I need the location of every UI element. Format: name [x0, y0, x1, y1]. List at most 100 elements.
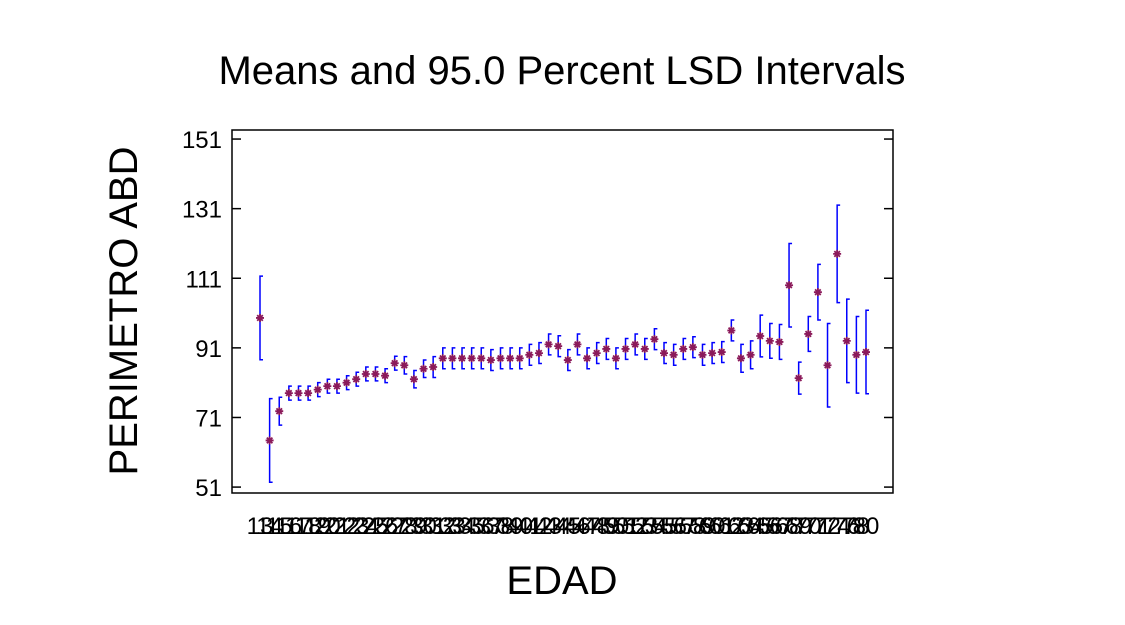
x-tick-label: 37 — [478, 513, 505, 540]
mean-marker — [660, 349, 668, 358]
mean-marker — [284, 389, 293, 398]
x-tick-label: 29 — [401, 513, 428, 540]
x-tick-label: 32 — [429, 513, 456, 540]
mean-marker — [361, 369, 370, 378]
x-tick-label: 59 — [689, 513, 716, 540]
mean-marker — [534, 349, 543, 358]
mean-marker — [506, 354, 515, 363]
x-tick-label: 46 — [564, 513, 591, 540]
x-tick-label: 27 — [381, 513, 408, 540]
mean-marker — [592, 349, 601, 358]
x-tick-label: 47 — [574, 513, 601, 540]
x-tick-label: 76 — [833, 513, 860, 540]
mean-marker — [544, 340, 553, 349]
mean-marker — [842, 336, 851, 345]
x-tick-label: 66 — [756, 513, 783, 540]
x-tick-label: 24 — [352, 513, 379, 540]
mean-marker — [813, 288, 822, 297]
mean-marker — [275, 407, 284, 416]
x-tick-label: 70 — [795, 513, 822, 540]
y-tick-label: 91 — [195, 336, 222, 363]
x-tick-label: 15 — [266, 513, 293, 540]
x-tick-label: 45 — [554, 513, 581, 540]
mean-marker — [371, 369, 380, 378]
x-tick-label: 56 — [660, 513, 687, 540]
x-tick-label: 52 — [622, 513, 649, 540]
mean-marker — [458, 354, 466, 363]
x-tick-label: 23 — [343, 513, 370, 540]
mean-marker — [563, 356, 572, 365]
x-tick-label: 22 — [333, 513, 360, 540]
x-tick-label: 51 — [612, 513, 639, 540]
x-tick-label: 68 — [776, 513, 803, 540]
x-tick-label: 72 — [814, 513, 841, 540]
mean-marker — [765, 336, 774, 345]
x-tick-label: 38 — [487, 513, 514, 540]
x-tick-label: 20 — [314, 513, 341, 540]
mean-marker — [640, 344, 649, 353]
mean-marker — [304, 389, 313, 398]
x-tick-label: 28 — [391, 513, 418, 540]
mean-marker — [794, 374, 803, 383]
x-tick-label: 18 — [295, 513, 322, 540]
x-tick-label: 13 — [247, 513, 274, 540]
mean-marker — [381, 371, 390, 380]
mean-marker — [313, 385, 322, 394]
x-tick-label: 63 — [728, 513, 755, 540]
y-tick-label: 71 — [195, 405, 222, 432]
x-tick-label: 80 — [853, 513, 880, 540]
mean-marker — [679, 344, 688, 353]
mean-marker — [496, 354, 505, 363]
x-tick-label: 17 — [285, 513, 312, 540]
mean-marker — [852, 350, 861, 359]
mean-marker — [525, 350, 534, 359]
mean-marker — [573, 340, 582, 349]
x-tick-label: 48 — [583, 513, 610, 540]
x-tick-label: 40 — [506, 513, 533, 540]
mean-marker — [602, 344, 611, 353]
x-axis-label: EDAD — [506, 559, 617, 603]
plot-frame — [231, 129, 894, 494]
mean-marker — [554, 342, 563, 351]
mean-marker — [294, 389, 303, 398]
x-tick-label: 64 — [737, 513, 764, 540]
y-tick-label: 51 — [195, 475, 222, 502]
x-tick-label: 25 — [362, 513, 389, 540]
x-tick-label: 19 — [304, 513, 331, 540]
x-tick-label: 33 — [439, 513, 466, 540]
mean-marker — [342, 378, 351, 387]
mean-marker — [717, 348, 726, 357]
x-tick-label: 61 — [708, 513, 735, 540]
mean-marker — [332, 382, 341, 391]
mean-marker — [708, 349, 717, 358]
x-tick-label: 53 — [631, 513, 658, 540]
mean-marker — [256, 313, 264, 322]
x-tick-label: 35 — [458, 513, 485, 540]
mean-marker — [631, 340, 640, 349]
x-tick-label: 78 — [843, 513, 870, 540]
x-tick-label: 31 — [420, 513, 447, 540]
y-tick-label: 131 — [182, 197, 222, 224]
x-tick-label: 54 — [641, 513, 668, 540]
mean-marker — [467, 354, 476, 363]
mean-marker — [583, 354, 592, 363]
mean-marker — [438, 354, 447, 363]
mean-marker — [515, 354, 524, 363]
mean-marker — [409, 375, 418, 384]
x-tick-label: 74 — [824, 513, 851, 540]
mean-marker — [688, 343, 697, 352]
mean-marker — [419, 364, 428, 373]
x-tick-label: 43 — [535, 513, 562, 540]
x-tick-label: 62 — [718, 513, 745, 540]
x-tick-label: 30 — [410, 513, 437, 540]
mean-marker — [775, 337, 784, 346]
y-tick-label: 111 — [186, 266, 222, 293]
mean-marker — [698, 350, 707, 359]
x-tick-label: 67 — [766, 513, 793, 540]
mean-marker — [323, 382, 332, 391]
x-tick-label: 71 — [805, 513, 832, 540]
mean-marker — [833, 249, 842, 258]
x-tick-label: 49 — [593, 513, 620, 540]
